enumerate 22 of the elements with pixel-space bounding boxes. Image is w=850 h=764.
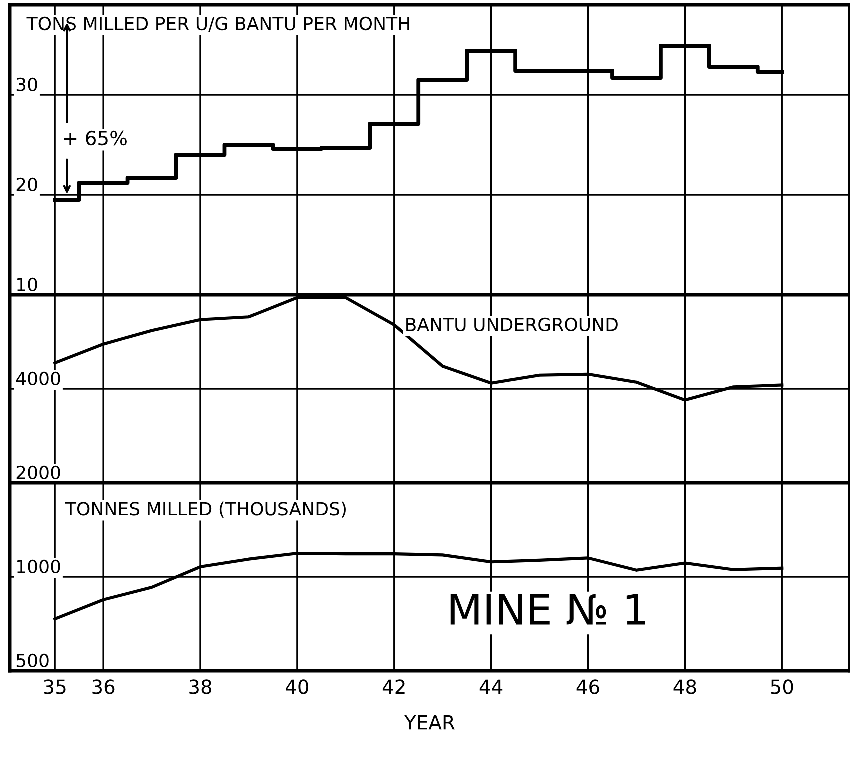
x-tick-label: 38 <box>190 680 212 694</box>
x-tick-label: 50 <box>771 680 794 694</box>
y-tick-label: 4000 <box>16 372 60 386</box>
text: TONS MILLED PER U/G BANTU PER MONTH <box>26 16 410 32</box>
text: TONNES MILLED (THOUSANDS) <box>65 502 346 518</box>
y-tick-label: 10 <box>18 278 38 292</box>
y-tick-label: 1000 <box>18 560 60 574</box>
x-tick-label: 40 <box>286 680 309 694</box>
x-tick-label: 42 <box>382 680 405 694</box>
x-tick-label: 36 <box>92 680 115 694</box>
x-tick-label: 35 <box>44 680 66 694</box>
x-tick-label: 46 <box>576 680 600 694</box>
annotation: + 65% <box>64 130 127 146</box>
y-tick-label: 2000 <box>16 466 60 480</box>
y-tick-label: 20 <box>16 178 38 192</box>
annotation: MINE № 1 <box>450 594 646 625</box>
x-axis-title: YEAR <box>404 715 455 730</box>
y-tick-label: 500 <box>16 654 49 668</box>
x-tick-label: 48 <box>674 680 696 694</box>
text: BANTU UNDERGROUND <box>406 318 618 332</box>
y-tick-label: 30 <box>16 78 38 92</box>
x-tick-label: 44 <box>480 680 503 694</box>
